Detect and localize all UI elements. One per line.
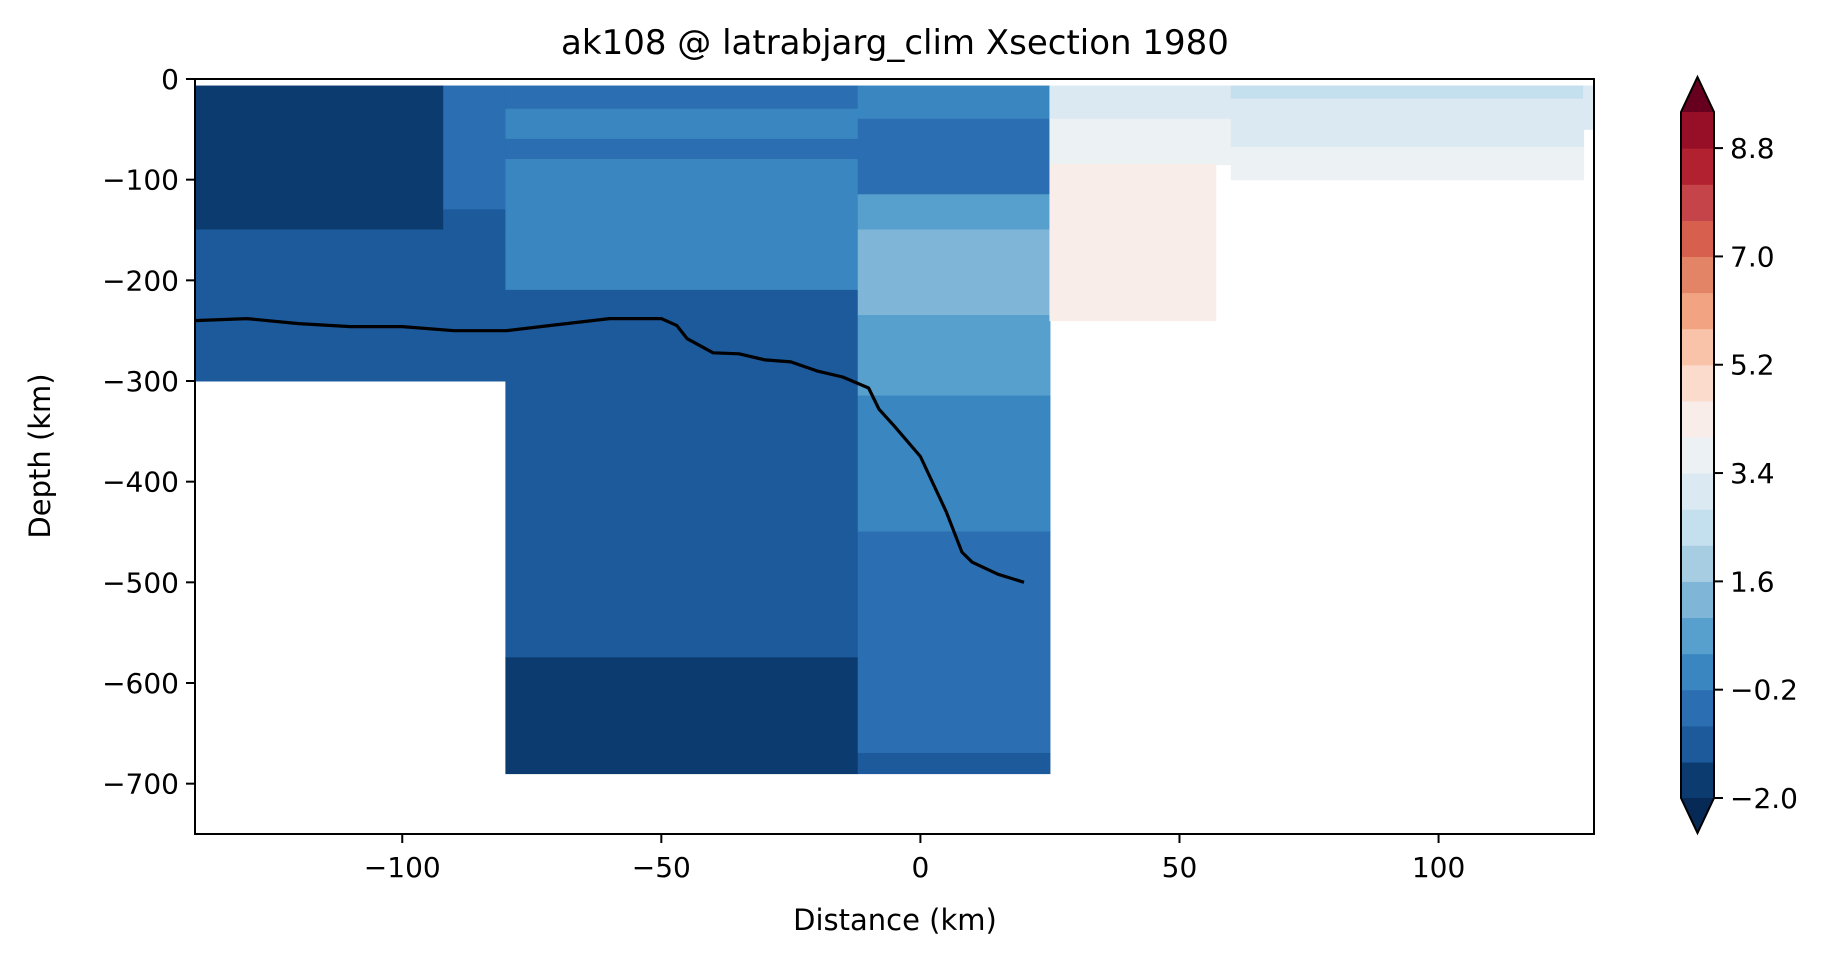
- y-tick-label: −400: [102, 466, 179, 499]
- colorbar-segment-3: [1681, 653, 1714, 691]
- colorbar-segment-15: [1681, 220, 1714, 258]
- y-tick-label: −300: [102, 365, 179, 398]
- y-axis: 0 −100 −200 −300 −400 −500 −600 −700: [102, 63, 195, 801]
- line-series: [195, 317, 1025, 584]
- colorbar-segment-14: [1681, 256, 1714, 294]
- contour-cell-12: [857, 118, 1051, 196]
- colorbar-segment-6: [1681, 545, 1714, 582]
- colorbar-tick-label: 7.0: [1730, 240, 1775, 273]
- contour-cell-18: [857, 752, 1051, 775]
- x-tick-label: 100: [1412, 851, 1465, 884]
- colorbar-segment-11: [1681, 364, 1714, 402]
- colorbar-segment-9: [1681, 436, 1714, 474]
- colorbar-segment-5: [1681, 581, 1714, 619]
- contour-cell-1: [195, 229, 445, 382]
- x-tick-label: −100: [364, 851, 441, 884]
- colorbar-tick-label: 8.8: [1730, 132, 1775, 165]
- contour-cell-11: [857, 85, 1051, 120]
- colorbar-segment-1: [1681, 725, 1714, 763]
- colorbar-outline: [1680, 74, 1715, 836]
- contour-cell-17: [857, 531, 1051, 754]
- y-tick-label: −600: [102, 667, 179, 700]
- y-tick-label: −700: [102, 768, 179, 801]
- colorbar-tick-label: 5.2: [1730, 349, 1775, 382]
- colorbar-under-arrow: [1681, 798, 1714, 833]
- colorbar-tick-label: −0.2: [1730, 674, 1798, 707]
- contour-cell-8: [505, 239, 859, 291]
- contour-cell-0: [195, 85, 445, 231]
- contour-cell-14: [857, 229, 1051, 317]
- colorbar-over-arrow: [1681, 77, 1714, 112]
- contour-cell-2: [443, 85, 507, 211]
- contour-cell-6: [505, 138, 859, 161]
- colorbar-segment-8: [1681, 473, 1714, 510]
- line-path: [195, 317, 1025, 584]
- y-tick-label: 0: [161, 63, 179, 96]
- plot-frame: [194, 78, 1595, 835]
- colorbar-segment-10: [1681, 400, 1714, 438]
- colorbar-segment-12: [1681, 328, 1714, 366]
- colorbar-segment-4: [1681, 617, 1714, 655]
- contour-cell-3: [443, 209, 507, 382]
- colorbar-tick-label: 1.6: [1730, 565, 1775, 598]
- contour-cell-9: [505, 289, 859, 659]
- contour-cell-10: [505, 657, 859, 775]
- y-tick-label: −500: [102, 566, 179, 599]
- contour-cell-24: [1230, 146, 1585, 181]
- colorbar-segment-13: [1681, 292, 1714, 330]
- x-tick-label: 50: [1162, 851, 1198, 884]
- contour-fill: [195, 85, 1594, 775]
- y-tick-label: −200: [102, 264, 179, 297]
- chart-title: ak108 @ latrabjarg_clim Xsection 1980: [561, 23, 1229, 63]
- contour-cell-4: [505, 85, 859, 110]
- contour-cell-22: [1230, 85, 1585, 100]
- colorbar-tick-label: 3.4: [1730, 457, 1775, 490]
- contour-cell-5: [505, 108, 859, 140]
- contour-cell-7: [505, 159, 859, 241]
- colorbar-segment-17: [1681, 148, 1714, 185]
- contour-cell-25: [1583, 85, 1594, 130]
- contour-cell-23: [1230, 98, 1585, 148]
- x-tick-label: −50: [632, 851, 691, 884]
- x-axis-label: Distance (km): [793, 903, 997, 937]
- contour-cell-15: [857, 315, 1051, 397]
- colorbar-segment-0: [1681, 761, 1714, 799]
- contour-cell-13: [857, 194, 1051, 231]
- x-axis: −100 −50 0 50 100: [364, 834, 1465, 884]
- colorbar-segment-16: [1681, 184, 1714, 221]
- colorbar-segment-2: [1681, 689, 1714, 727]
- y-tick-label: −100: [102, 164, 179, 197]
- contour-cell-16: [857, 395, 1051, 533]
- contour-cell-20: [1049, 118, 1232, 166]
- colorbar-tick-label: −2.0: [1730, 782, 1798, 815]
- colorbar: −2.0 −0.2 1.6 3.4 5.2 7.0 8.8: [1680, 74, 1798, 836]
- y-axis-label: Depth (km): [23, 373, 57, 538]
- colorbar-segment-7: [1681, 509, 1714, 546]
- colorbar-segment-18: [1681, 112, 1714, 149]
- x-tick-label: 0: [911, 851, 929, 884]
- contour-cell-19: [1049, 85, 1232, 120]
- contour-cell-21: [1049, 164, 1217, 322]
